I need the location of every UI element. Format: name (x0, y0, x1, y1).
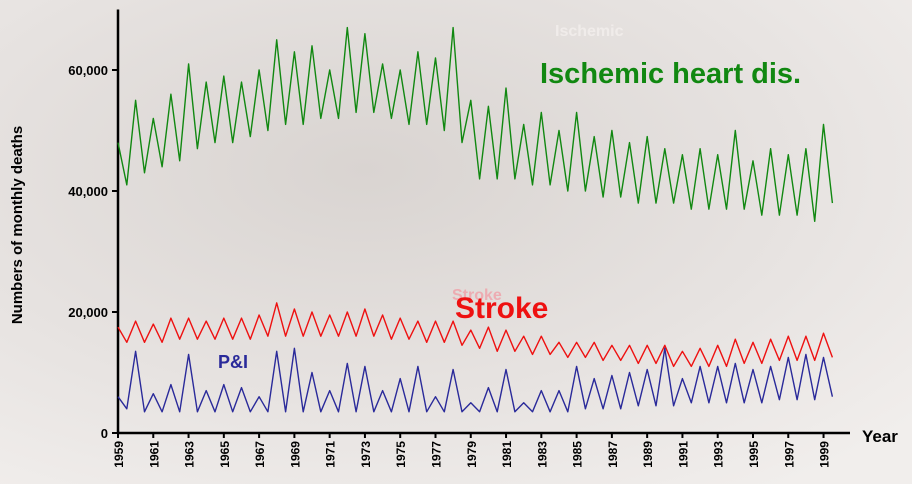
x-tick-label: 1969 (288, 441, 302, 468)
series-line (117, 26, 834, 222)
y-tick-label: 20,000 (68, 305, 108, 320)
y-tick-label: 60,000 (68, 63, 108, 78)
x-tick-label: 1989 (641, 441, 655, 468)
x-tick-label: 1973 (359, 441, 373, 468)
series-label: P&I (218, 352, 248, 372)
x-tick-label: 1979 (465, 441, 479, 468)
series-line (117, 347, 834, 413)
annotation: Ischemic (555, 23, 624, 40)
x-tick-label: 1961 (147, 441, 161, 468)
y-tick-label: 40,000 (68, 184, 108, 199)
x-tick-label: 1959 (112, 441, 126, 468)
series-label: Ischemic heart dis. (540, 58, 801, 90)
x-tick-label: 1965 (218, 441, 232, 468)
x-tick-label: 1977 (429, 441, 443, 468)
series-label: Stroke (455, 292, 548, 325)
x-tick-label: 1997 (782, 441, 796, 468)
series-line (117, 302, 834, 368)
x-tick-label: 1971 (324, 441, 338, 468)
x-tick-label: 1995 (747, 441, 761, 468)
x-tick-label: 1983 (535, 441, 549, 468)
x-tick-label: 1993 (712, 441, 726, 468)
x-tick-label: 1975 (394, 441, 408, 468)
x-tick-label: 1991 (676, 441, 690, 468)
x-axis-label: Year (862, 427, 898, 446)
x-tick-label: 1963 (183, 441, 197, 468)
x-tick-label: 1967 (253, 441, 267, 468)
y-tick-label: 0 (101, 426, 108, 441)
x-tick-label: 1985 (571, 441, 585, 468)
y-axis-label: Numbers of monthly deaths (9, 126, 26, 324)
x-tick-label: 1981 (500, 441, 514, 468)
x-tick-label: 1987 (606, 441, 620, 468)
x-tick-label: 1999 (818, 441, 832, 468)
annotation: Stroke (452, 287, 502, 304)
